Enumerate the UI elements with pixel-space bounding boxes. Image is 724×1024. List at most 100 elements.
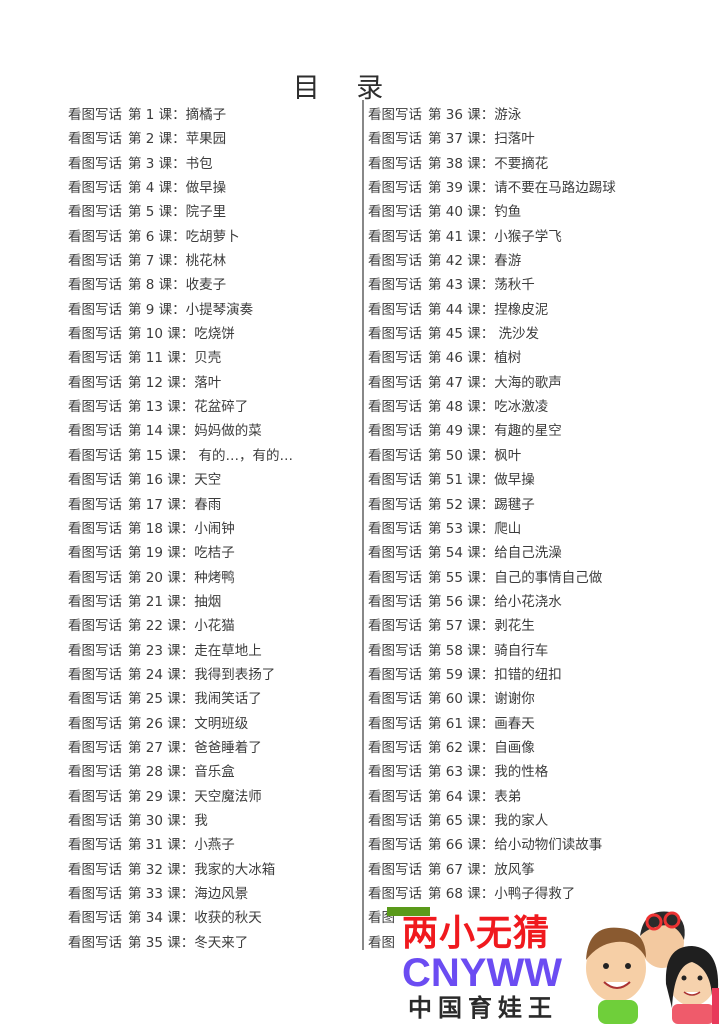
entry-title: 钓鱼 xyxy=(494,204,522,221)
toc-entry[interactable]: 看图写话第 31 课：小燕子 xyxy=(68,833,299,857)
entry-prefix: 看图写话 xyxy=(368,472,422,489)
toc-entry[interactable]: 看图写话第 25 课：我闹笑话了 xyxy=(68,687,299,711)
toc-entry[interactable]: 看图写话第 66 课：给小动物们读故事 xyxy=(368,833,622,857)
toc-entry[interactable]: 看图写话第 17 课：春雨 xyxy=(68,493,299,517)
toc-entry[interactable]: 看图写话第 19 课：吃桔子 xyxy=(68,541,299,565)
toc-entry[interactable]: 看图写话第 39 课：请不要在马路边踢球 xyxy=(368,176,622,200)
entry-number: 第 32 课： xyxy=(128,861,195,878)
toc-left-column: 看图写话第 1 课：摘橘子 看图写话第 2 课：苹果园 看图写话第 3 课：书包 看图… xyxy=(68,103,299,955)
toc-entry[interactable]: 看图写话第 45 课： 洗沙发 xyxy=(368,322,622,346)
toc-entry[interactable]: 看图写话第 32 课：我家的大冰箱 xyxy=(68,858,299,882)
toc-entry[interactable]: 看图写话第 61 课：画春天 xyxy=(368,712,622,736)
toc-entry[interactable]: 看图写话第 15 课： 有的…，有的… xyxy=(68,444,299,468)
toc-entry[interactable]: 看图写话第 27 课：爸爸睡着了 xyxy=(68,736,299,760)
entry-number: 第 35 课： xyxy=(128,934,195,951)
toc-entry[interactable]: 看图写话第 44 课：捏橡皮泥 xyxy=(368,298,622,322)
entry-prefix: 看图写话 xyxy=(68,642,122,659)
entry-prefix: 看图写话 xyxy=(368,253,422,270)
entry-prefix: 看图写话 xyxy=(368,642,422,659)
toc-entry[interactable]: 看图写话第 46 课：植树 xyxy=(368,346,622,370)
toc-entry[interactable]: 看图写话第 58 课：骑自行车 xyxy=(368,639,622,663)
toc-entry[interactable]: 看图写话第 1 课：摘橘子 xyxy=(68,103,299,127)
toc-entry[interactable]: 看图写话第 2 课：苹果园 xyxy=(68,127,299,151)
entry-number: 第 43 课： xyxy=(428,277,495,294)
toc-entry[interactable]: 看图写话第 16 课：天空 xyxy=(68,468,299,492)
toc-entry[interactable]: 看图写话第 7 课：桃花林 xyxy=(68,249,299,273)
toc-entry[interactable]: 看图写话第 13 课：花盆碎了 xyxy=(68,395,299,419)
toc-entry[interactable]: 看图写话第 29 课：天空魔法师 xyxy=(68,785,299,809)
toc-entry[interactable]: 看图写话第 33 课：海边风景 xyxy=(68,882,299,906)
entry-title: 天空魔法师 xyxy=(194,788,262,805)
entry-prefix: 看图写话 xyxy=(68,545,122,562)
entry-title: 枫叶 xyxy=(494,447,522,464)
entry-number: 第 12 课： xyxy=(128,374,195,391)
entry-title: 捏橡皮泥 xyxy=(494,301,549,318)
entry-number: 第 60 课： xyxy=(428,691,495,708)
toc-entry[interactable]: 看图写话第 49 课：有趣的星空 xyxy=(368,419,622,443)
toc-entry[interactable]: 看图写话第 37 课：扫落叶 xyxy=(368,127,622,151)
entry-prefix: 看图写话 xyxy=(68,326,122,343)
entry-title: 音乐盒 xyxy=(194,764,235,781)
toc-entry[interactable]: 看图写话第 38 课：不要摘花 xyxy=(368,152,622,176)
toc-entry[interactable]: 看图写话第 4 课：做早操 xyxy=(68,176,299,200)
toc-entry[interactable]: 看图写话第 48 课：吃冰激凌 xyxy=(368,395,622,419)
toc-entry[interactable]: 看图写话第 26 课：文明班级 xyxy=(68,712,299,736)
toc-entry[interactable]: 看图写话第 36 课：游泳 xyxy=(368,103,622,127)
toc-entry[interactable]: 看图写话第 65 课：我的家人 xyxy=(368,809,622,833)
toc-entry[interactable]: 看图写话第 47 课：大海的歌声 xyxy=(368,371,622,395)
toc-entry[interactable]: 看图写话第 59 课：扣错的纽扣 xyxy=(368,663,622,687)
toc-entry[interactable]: 看图写话第 53 课：爬山 xyxy=(368,517,622,541)
entry-prefix: 看图写话 xyxy=(368,691,422,708)
entry-prefix: 看图写话 xyxy=(368,423,422,440)
entry-title: 自己的事情自己做 xyxy=(494,569,603,586)
entry-title: 放风筝 xyxy=(494,861,535,878)
toc-entry[interactable]: 看图写话第 28 课：音乐盒 xyxy=(68,760,299,784)
toc-entry[interactable]: 看图写话第 56 课：给小花浇水 xyxy=(368,590,622,614)
toc-entry[interactable]: 看图写话第 12 课：落叶 xyxy=(68,371,299,395)
toc-entry[interactable]: 看图写话第 35 课：冬天来了 xyxy=(68,931,299,955)
toc-entry[interactable]: 看图写话第 54 课：给自己洗澡 xyxy=(368,541,622,565)
toc-entry[interactable]: 看图写话第 60 课：谢谢你 xyxy=(368,687,622,711)
toc-entry[interactable]: 看图写话第 6 课：吃胡萝卜 xyxy=(68,225,299,249)
toc-entry[interactable]: 看图写话第 41 课：小猴子学飞 xyxy=(368,225,622,249)
toc-entry[interactable]: 看图写话第 42 课：春游 xyxy=(368,249,622,273)
entry-number: 第 30 课： xyxy=(128,812,195,829)
toc-entry[interactable]: 看图写话第 62 课：自画像 xyxy=(368,736,622,760)
entry-number: 第 34 课： xyxy=(128,910,195,927)
toc-entry[interactable]: 看图写话第 51 课：做早操 xyxy=(368,468,622,492)
toc-entry[interactable]: 看图写话第 43 课：荡秋千 xyxy=(368,273,622,297)
watermark-green-bar xyxy=(387,907,430,916)
entry-title: 给小动物们读故事 xyxy=(494,837,603,854)
entry-title: 我的性格 xyxy=(494,764,549,781)
toc-entry[interactable]: 看图写话第 8 课：收麦子 xyxy=(68,273,299,297)
toc-entry[interactable]: 看图写话第 23 课：走在草地上 xyxy=(68,639,299,663)
toc-entry[interactable]: 看图写话第 63 课：我的性格 xyxy=(368,760,622,784)
toc-entry[interactable]: 看图写话第 10 课：吃烧饼 xyxy=(68,322,299,346)
toc-entry[interactable]: 看图写话第 34 课：收获的秋天 xyxy=(68,906,299,930)
toc-entry[interactable]: 看图写话第 20 课：种烤鸭 xyxy=(68,566,299,590)
toc-entry[interactable]: 看图写话第 68 课：小鸭子得救了 xyxy=(368,882,622,906)
toc-entry[interactable]: 看图写话第 14 课：妈妈做的菜 xyxy=(68,419,299,443)
toc-entry[interactable]: 看图写话第 5 课：院子里 xyxy=(68,200,299,224)
toc-entry[interactable]: 看图写话第 50 课：枫叶 xyxy=(368,444,622,468)
toc-entry[interactable]: 看图写话第 21 课：抽烟 xyxy=(68,590,299,614)
entry-title: 荡秋千 xyxy=(494,277,535,294)
toc-entry[interactable]: 看图写话第 30 课：我 xyxy=(68,809,299,833)
toc-entry[interactable]: 看图写话第 11 课：贝壳 xyxy=(68,346,299,370)
toc-entry[interactable]: 看图写话第 52 课：踢毽子 xyxy=(368,493,622,517)
toc-entry[interactable]: 看图写话第 57 课：剥花生 xyxy=(368,614,622,638)
entry-prefix: 看图写话 xyxy=(68,496,122,513)
toc-entry[interactable]: 看图写话第 22 课：小花猫 xyxy=(68,614,299,638)
toc-entry[interactable]: 看图写话第 24 课：我得到表扬了 xyxy=(68,663,299,687)
toc-entry[interactable]: 看图写话第 67 课：放风筝 xyxy=(368,858,622,882)
toc-entry[interactable]: 看图写话第 9 课：小提琴演奏 xyxy=(68,298,299,322)
toc-entry[interactable]: 看图写话第 55 课：自己的事情自己做 xyxy=(368,566,622,590)
toc-entry[interactable]: 看图写话第 3 课：书包 xyxy=(68,152,299,176)
toc-entry[interactable]: 看图写话第 18 课：小闹钟 xyxy=(68,517,299,541)
entry-number: 第 6 课： xyxy=(128,228,186,245)
entry-number: 第 45 课： xyxy=(428,326,495,343)
toc-entry[interactable]: 看图写话第 40 课：钓鱼 xyxy=(368,200,622,224)
entry-title: 摘橘子 xyxy=(185,107,227,123)
toc-entry[interactable]: 看图写话第 64 课：表弟 xyxy=(368,785,622,809)
